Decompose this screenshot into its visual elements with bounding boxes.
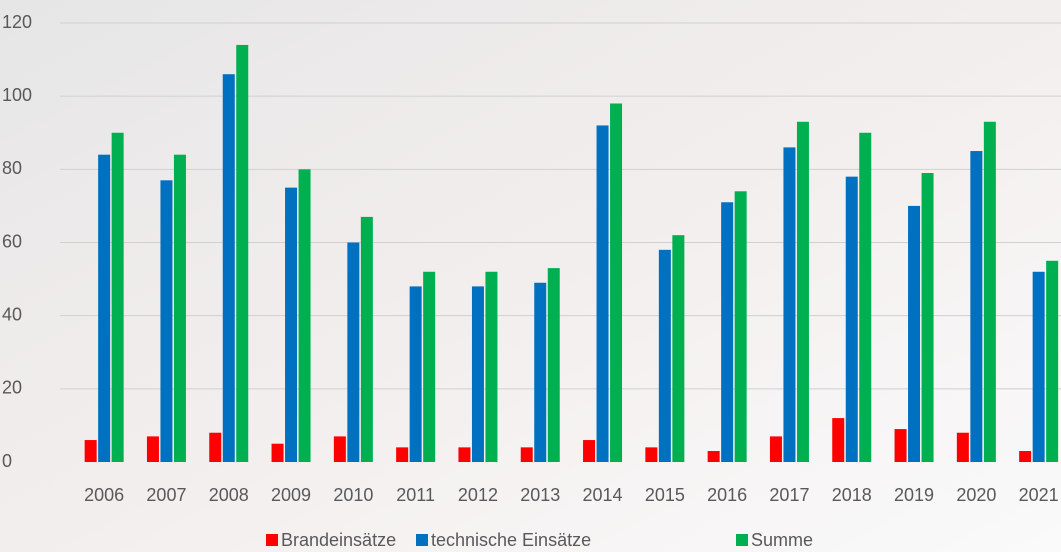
bar [984, 122, 996, 462]
bar [85, 440, 97, 462]
bar [970, 151, 982, 462]
legend-label: Brandeinsätze [281, 530, 396, 550]
bar [347, 243, 359, 463]
y-tick-label: 60 [2, 231, 22, 251]
x-tick-label: 2007 [146, 485, 186, 505]
y-tick-label: 100 [2, 85, 32, 105]
bar [770, 436, 782, 462]
legend-label: technische Einsätze [431, 530, 591, 550]
bar [645, 447, 657, 462]
bar [209, 433, 221, 462]
x-tick-label: 2010 [333, 485, 373, 505]
bar [583, 440, 595, 462]
bar [957, 433, 969, 462]
y-tick-label: 80 [2, 158, 22, 178]
bar [410, 286, 422, 462]
x-tick-label: 2020 [956, 485, 996, 505]
bar [610, 103, 622, 462]
bar [597, 125, 609, 462]
bar [147, 436, 159, 462]
bar [458, 447, 470, 462]
x-tick-label: 2016 [707, 485, 747, 505]
bar [922, 173, 934, 462]
x-tick-label: 2017 [769, 485, 809, 505]
chart: 0 20 40 60 80 100 120 2006 2007 2008 2009 2010 2011 2… [0, 0, 1061, 552]
bar [672, 235, 684, 462]
bar [832, 418, 844, 462]
bar [908, 206, 920, 462]
bar [548, 268, 560, 462]
x-tick-label: 2018 [832, 485, 872, 505]
bar [534, 283, 546, 462]
bar [721, 202, 733, 462]
x-tick-label: 2019 [894, 485, 934, 505]
bar [361, 217, 373, 462]
x-tick-label: 2006 [84, 485, 124, 505]
bar [1046, 261, 1058, 462]
bar [1033, 272, 1045, 462]
bar [112, 133, 124, 462]
bar [485, 272, 497, 462]
y-tick-label: 0 [2, 451, 12, 471]
bar [708, 451, 720, 462]
bar [236, 45, 248, 462]
y-tick-label: 120 [2, 12, 32, 32]
x-tick-label: 2021 [1019, 485, 1059, 505]
bar [160, 180, 172, 462]
bar [846, 177, 858, 462]
x-tick-label: 2011 [396, 485, 435, 505]
x-tick-label: 2015 [645, 485, 685, 505]
bar [895, 429, 907, 462]
x-tick-label: 2013 [520, 485, 560, 505]
bar [521, 447, 533, 462]
background [0, 0, 1061, 552]
bar [396, 447, 408, 462]
legend-swatch [266, 534, 278, 546]
bar [223, 74, 235, 462]
bar [783, 147, 795, 462]
legend-swatch [416, 534, 428, 546]
x-tick-label: 2014 [583, 485, 623, 505]
legend-label: Summe [751, 530, 813, 550]
bar [285, 188, 297, 462]
bar [174, 155, 186, 462]
bar [1019, 451, 1031, 462]
x-tick-label: 2009 [271, 485, 311, 505]
y-tick-label: 40 [2, 304, 22, 324]
bar [472, 286, 484, 462]
bar [334, 436, 346, 462]
bar [735, 191, 747, 462]
bar [299, 169, 311, 462]
x-tick-label: 2008 [209, 485, 249, 505]
y-tick-label: 20 [2, 378, 22, 398]
bar [859, 133, 871, 462]
bar [659, 250, 671, 462]
bar [272, 444, 284, 462]
bar [797, 122, 809, 462]
bar [98, 155, 110, 462]
bar [423, 272, 435, 462]
legend-swatch [736, 534, 748, 546]
x-tick-label: 2012 [458, 485, 498, 505]
